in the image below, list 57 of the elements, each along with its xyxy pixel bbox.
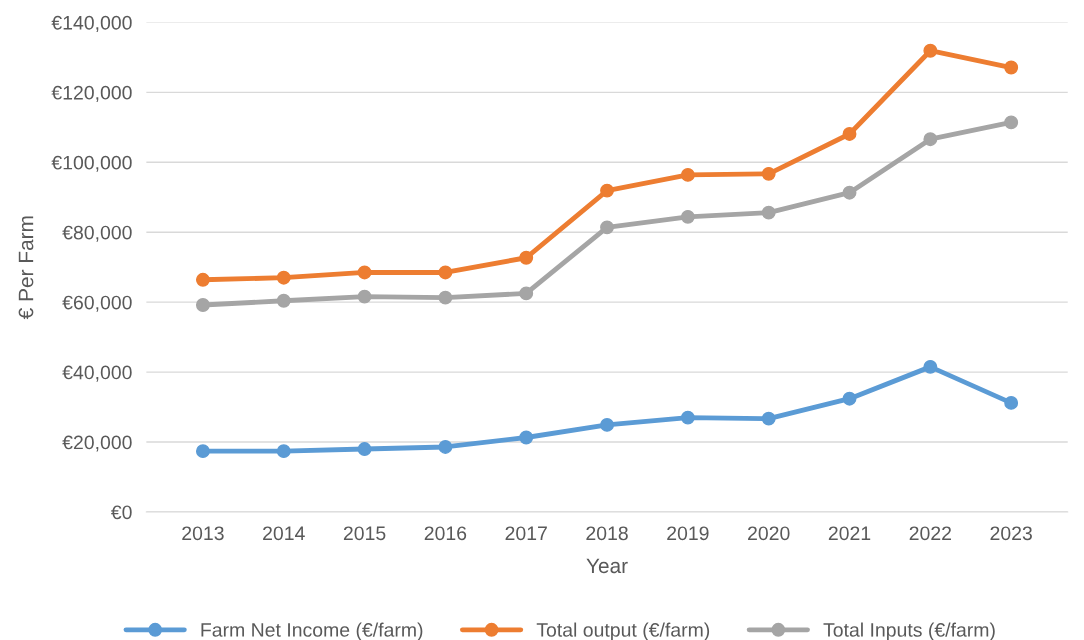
x-tick-label: 2013 (182, 526, 224, 541)
y-tick-label: €0 (110, 505, 132, 520)
point (680, 410, 695, 425)
x-tick-label: 2014 (263, 526, 305, 541)
y-tick-label: €20,000 (62, 435, 132, 452)
point (761, 205, 776, 220)
point (680, 209, 695, 224)
point (357, 442, 372, 456)
point (195, 298, 210, 312)
point (1004, 60, 1019, 75)
point (195, 444, 210, 459)
legend-label: Total Inputs (€/farm) (823, 622, 995, 640)
legend-label: Total output (€/farm) (536, 622, 710, 640)
point (276, 293, 291, 308)
point (519, 250, 534, 265)
x-tick-label: 2021 (828, 526, 871, 541)
y-tick-label: €100,000 (51, 155, 132, 172)
point (357, 289, 372, 304)
point (276, 444, 291, 459)
point (438, 265, 453, 280)
point (1004, 115, 1019, 130)
x-tick-label: 2015 (343, 526, 386, 541)
point (842, 185, 857, 200)
point (842, 391, 857, 406)
point (923, 359, 938, 374)
point (761, 411, 776, 426)
point (1004, 395, 1019, 410)
y-tick-label: €80,000 (62, 225, 132, 242)
y-tick-label: €60,000 (62, 295, 132, 312)
point (195, 272, 210, 287)
point (519, 430, 534, 445)
point (923, 43, 938, 58)
x-tick-label: 2016 (424, 526, 467, 541)
y-axis-title: € Per Farm (18, 216, 34, 320)
point (842, 127, 857, 141)
point (600, 417, 614, 432)
x-tick-label: 2020 (748, 526, 790, 541)
point (923, 132, 938, 147)
x-tick-label: 2022 (909, 526, 951, 541)
x-tick-label: 2019 (667, 526, 709, 541)
legend-label: Farm Net Income (€/farm) (201, 622, 423, 640)
point (761, 166, 776, 181)
point (600, 220, 614, 235)
point (357, 265, 372, 280)
point (276, 270, 291, 285)
x-tick-label: 2023 (990, 526, 1032, 541)
point (519, 286, 534, 301)
x-axis-title: Year (586, 558, 628, 574)
point (680, 167, 695, 182)
point (438, 440, 453, 454)
x-tick-label: 2018 (586, 526, 628, 541)
y-tick-label: €40,000 (62, 365, 132, 382)
point (438, 290, 453, 305)
y-tick-label: €120,000 (51, 85, 132, 102)
y-tick-label: €140,000 (51, 15, 132, 32)
x-tick-label: 2017 (505, 526, 547, 541)
point (600, 183, 614, 198)
